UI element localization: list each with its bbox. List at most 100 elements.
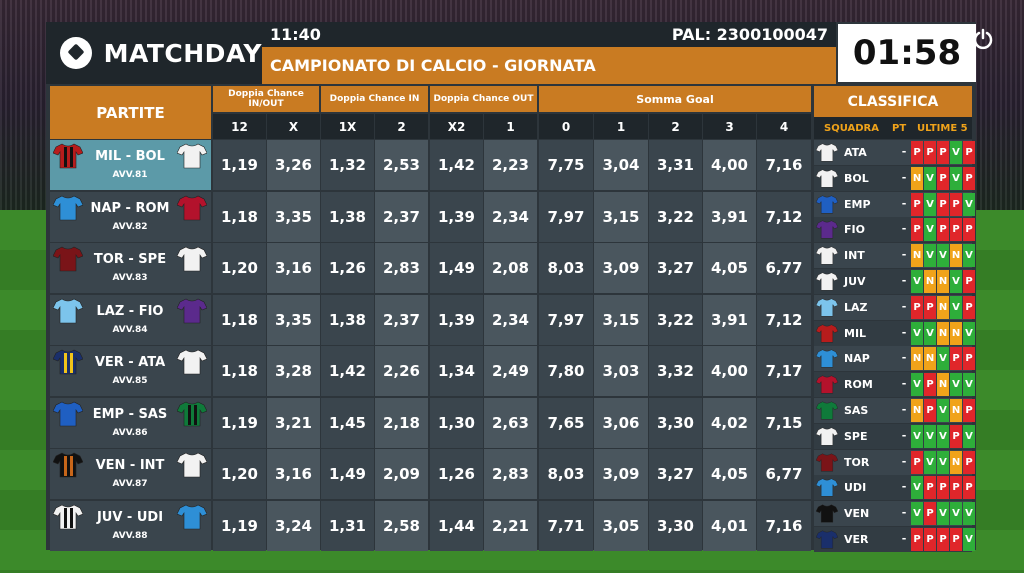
odd-button[interactable]: 1,19 xyxy=(213,140,266,190)
match-row-6[interactable]: VEN - INT AVV.87 xyxy=(50,449,211,499)
odd-button[interactable]: 2,49 xyxy=(484,346,537,396)
odd-button[interactable]: 7,16 xyxy=(757,500,811,551)
odd-button[interactable]: 1,49 xyxy=(321,449,374,499)
odd-button[interactable]: 6,77 xyxy=(757,449,811,499)
odd-button[interactable]: 7,75 xyxy=(539,140,593,190)
odd-button[interactable]: 1,38 xyxy=(321,294,374,345)
odd-button[interactable]: 1,19 xyxy=(213,397,266,448)
odd-button[interactable]: 1,34 xyxy=(430,346,483,396)
match-row-1[interactable]: NAP - ROM AVV.82 xyxy=(50,191,211,242)
odd-button[interactable]: 3,26 xyxy=(267,140,320,190)
odd-button[interactable]: 2,37 xyxy=(375,191,428,242)
odd-button[interactable]: 3,27 xyxy=(649,243,702,293)
match-row-3[interactable]: LAZ - FIO AVV.84 xyxy=(50,294,211,345)
odd-button[interactable]: 1,26 xyxy=(321,243,374,293)
odd-button[interactable]: 2,34 xyxy=(484,191,537,242)
odd-button[interactable]: 3,27 xyxy=(649,449,702,499)
odd-button[interactable]: 3,16 xyxy=(267,449,320,499)
odd-button[interactable]: 1,19 xyxy=(213,500,266,551)
odd-button[interactable]: 2,26 xyxy=(375,346,428,396)
odd-button[interactable]: 3,15 xyxy=(594,294,648,345)
odd-button[interactable]: 2,08 xyxy=(484,243,537,293)
match-row-5[interactable]: EMP - SAS AVV.86 xyxy=(50,397,211,448)
odd-button[interactable]: 7,17 xyxy=(757,346,811,396)
odd-button[interactable]: 3,30 xyxy=(649,397,702,448)
odd-button[interactable]: 1,20 xyxy=(213,449,266,499)
power-icon[interactable] xyxy=(972,28,994,50)
odd-button[interactable]: 3,31 xyxy=(649,140,702,190)
odd-button[interactable]: 1,18 xyxy=(213,294,266,345)
odd-button[interactable]: 2,23 xyxy=(484,140,537,190)
match-row-7[interactable]: JUV - UDI AVV.88 xyxy=(50,500,211,551)
odd-button[interactable]: 1,32 xyxy=(321,140,374,190)
match-row-2[interactable]: TOR - SPE AVV.83 xyxy=(50,243,211,293)
odd-button[interactable]: 2,09 xyxy=(375,449,428,499)
odd-button[interactable]: 3,24 xyxy=(267,500,320,551)
odd-button[interactable]: 6,77 xyxy=(757,243,811,293)
odd-button[interactable]: 3,05 xyxy=(594,500,648,551)
odd-button[interactable]: 3,04 xyxy=(594,140,648,190)
odd-button[interactable]: 3,91 xyxy=(703,294,756,345)
odd-button[interactable]: 1,44 xyxy=(430,500,483,551)
team-shirt-icon xyxy=(815,427,839,446)
odd-button[interactable]: 1,39 xyxy=(430,294,483,345)
odd-button[interactable]: 4,01 xyxy=(703,500,756,551)
odd-button[interactable]: 3,91 xyxy=(703,191,756,242)
odd-button[interactable]: 7,97 xyxy=(539,294,593,345)
standings-team: ATA xyxy=(844,146,867,159)
odd-button[interactable]: 1,31 xyxy=(321,500,374,551)
odd-button[interactable]: 2,63 xyxy=(484,397,537,448)
odd-button[interactable]: 2,37 xyxy=(375,294,428,345)
odd-button[interactable]: 4,00 xyxy=(703,346,756,396)
odd-button[interactable]: 1,39 xyxy=(430,191,483,242)
odd-button[interactable]: 1,45 xyxy=(321,397,374,448)
match-row-4[interactable]: VER - ATA AVV.85 xyxy=(50,346,211,396)
odd-button[interactable]: 1,49 xyxy=(430,243,483,293)
odd-button[interactable]: 3,32 xyxy=(649,346,702,396)
odd-button[interactable]: 3,09 xyxy=(594,243,648,293)
odd-button[interactable]: 7,12 xyxy=(757,294,811,345)
odd-button[interactable]: 3,06 xyxy=(594,397,648,448)
odd-button[interactable]: 7,65 xyxy=(539,397,593,448)
odd-button[interactable]: 3,35 xyxy=(267,191,320,242)
odd-button[interactable]: 1,42 xyxy=(321,346,374,396)
odd-button[interactable]: 2,18 xyxy=(375,397,428,448)
odd-button[interactable]: 1,20 xyxy=(213,243,266,293)
odd-button[interactable]: 2,21 xyxy=(484,500,537,551)
odd-button[interactable]: 7,15 xyxy=(757,397,811,448)
odd-button[interactable]: 4,02 xyxy=(703,397,756,448)
odd-button[interactable]: 1,26 xyxy=(430,449,483,499)
odd-button[interactable]: 7,80 xyxy=(539,346,593,396)
odd-button[interactable]: 7,97 xyxy=(539,191,593,242)
odd-button[interactable]: 8,03 xyxy=(539,449,593,499)
odd-button[interactable]: 4,00 xyxy=(703,140,756,190)
odd-button[interactable]: 7,12 xyxy=(757,191,811,242)
odd-button[interactable]: 2,58 xyxy=(375,500,428,551)
odd-button[interactable]: 1,18 xyxy=(213,346,266,396)
odd-button[interactable]: 1,18 xyxy=(213,191,266,242)
odd-button[interactable]: 1,30 xyxy=(430,397,483,448)
odd-button[interactable]: 3,28 xyxy=(267,346,320,396)
odd-button[interactable]: 2,83 xyxy=(375,243,428,293)
form-chip: P xyxy=(937,192,949,216)
odd-button[interactable]: 3,21 xyxy=(267,397,320,448)
odd-button[interactable]: 3,16 xyxy=(267,243,320,293)
odd-button[interactable]: 3,22 xyxy=(649,191,702,242)
odd-button[interactable]: 1,38 xyxy=(321,191,374,242)
odd-button[interactable]: 7,71 xyxy=(539,500,593,551)
odd-button[interactable]: 3,09 xyxy=(594,449,648,499)
odd-button[interactable]: 8,03 xyxy=(539,243,593,293)
odd-button[interactable]: 3,03 xyxy=(594,346,648,396)
odd-button[interactable]: 2,53 xyxy=(375,140,428,190)
odd-button[interactable]: 7,16 xyxy=(757,140,811,190)
odd-button[interactable]: 4,05 xyxy=(703,243,756,293)
odd-button[interactable]: 1,42 xyxy=(430,140,483,190)
match-row-0[interactable]: MIL - BOL AVV.81 xyxy=(50,140,211,190)
odd-button[interactable]: 3,15 xyxy=(594,191,648,242)
odd-button[interactable]: 2,34 xyxy=(484,294,537,345)
odd-button[interactable]: 3,30 xyxy=(649,500,702,551)
odd-button[interactable]: 4,05 xyxy=(703,449,756,499)
odd-button[interactable]: 3,22 xyxy=(649,294,702,345)
odd-button[interactable]: 2,83 xyxy=(484,449,537,499)
odd-button[interactable]: 3,35 xyxy=(267,294,320,345)
